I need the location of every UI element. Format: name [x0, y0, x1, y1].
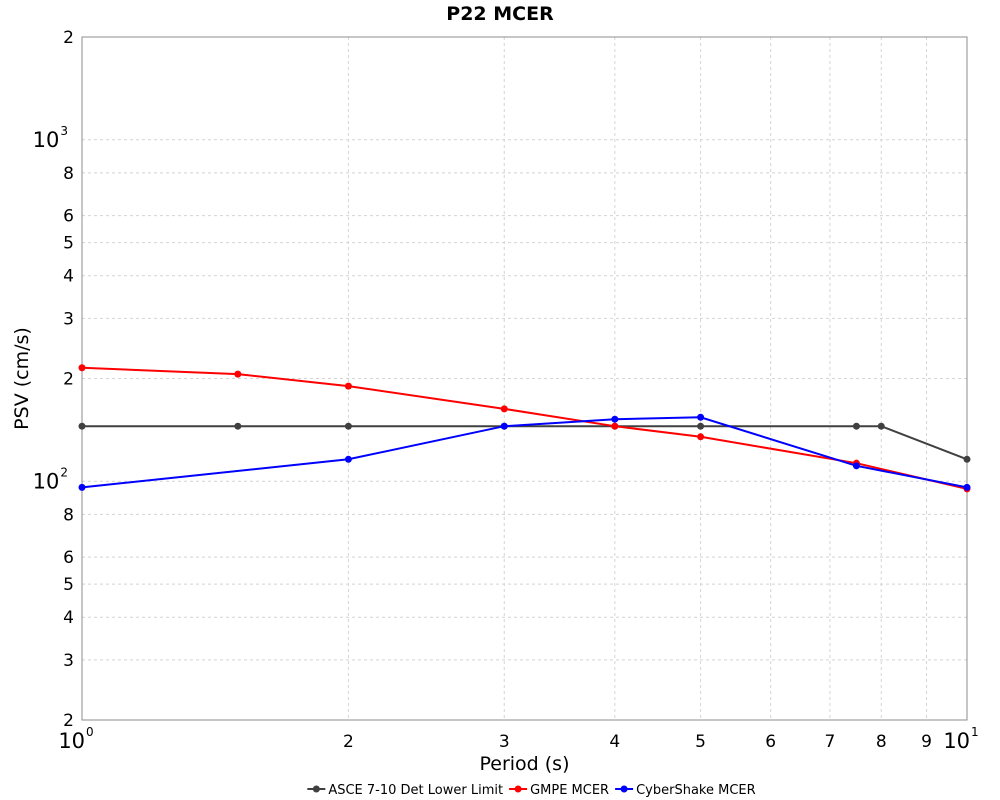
series-line — [82, 425, 968, 461]
y-tick-label: 8 — [63, 505, 74, 525]
series-line — [81, 366, 968, 490]
y-tick-label: 4 — [63, 608, 74, 628]
x-tick-label: 4 — [609, 732, 620, 752]
data-point — [611, 422, 619, 430]
x-tick-label: 5 — [695, 732, 706, 752]
legend-item-1: GMPE MCER — [509, 783, 609, 798]
legend-label: ASCE 7-10 Det Lower Limit — [328, 783, 503, 798]
series-2 — [78, 413, 971, 491]
data-point — [344, 422, 352, 430]
x-tick-label: 9 — [921, 732, 932, 752]
y-tick-label-major: 103 — [33, 124, 68, 152]
legend-swatch-marker — [312, 785, 320, 793]
legend: ASCE 7-10 Det Lower Limit GMPE MCER CyberS… — [307, 783, 756, 798]
y-tick-label: 2 — [63, 370, 74, 390]
y-tick-label: 2 — [63, 711, 74, 731]
data-point — [234, 370, 242, 378]
data-point — [78, 483, 86, 491]
y-tick-label: 5 — [63, 234, 74, 254]
y-tick-label: 2 — [63, 28, 74, 48]
x-axis-label: Period (s) — [479, 753, 569, 775]
y-tick-label: 3 — [63, 651, 74, 671]
data-point — [963, 483, 971, 491]
data-point — [500, 422, 508, 430]
data-point — [852, 422, 860, 430]
legend-swatch-marker — [514, 785, 522, 793]
x-tick-label-major: 101 — [943, 725, 978, 753]
grid — [82, 37, 967, 720]
x-tick-label: 3 — [499, 732, 510, 752]
data-point — [78, 422, 86, 430]
legend-label: GMPE MCER — [530, 783, 609, 798]
y-tick-label: 3 — [63, 309, 74, 329]
data-point — [697, 413, 705, 421]
data-point — [963, 455, 971, 463]
x-tick-label: 2 — [343, 732, 354, 752]
data-point — [611, 415, 619, 423]
x-tick-label: 6 — [765, 732, 776, 752]
y-tick-label: 6 — [63, 207, 74, 227]
tick-labels: 2 3 4 5 6 7 8 9 100 101 2 3 4 5 6 8 2 3 4 5 6 8 2 102 103 — [33, 28, 979, 753]
chart-title: P22 MCER — [446, 3, 554, 25]
series-0 — [78, 422, 971, 463]
data-point — [344, 455, 352, 463]
data-point — [697, 422, 705, 430]
y-tick-label: 5 — [63, 575, 74, 595]
x-tick-label-major: 100 — [58, 725, 93, 753]
y-tick-label: 4 — [63, 267, 74, 287]
legend-item-2: CyberShake MCER — [615, 783, 756, 798]
data-point — [852, 462, 860, 470]
x-tick-label: 7 — [824, 732, 835, 752]
data-point — [344, 382, 352, 390]
y-tick-label-major: 102 — [33, 465, 68, 493]
plot-area — [81, 36, 968, 721]
series-line — [81, 416, 968, 489]
data-point — [78, 364, 86, 372]
legend-label: CyberShake MCER — [636, 783, 756, 798]
legend-swatch-marker — [620, 785, 628, 793]
data-point — [234, 422, 242, 430]
y-tick-label: 6 — [63, 548, 74, 568]
series-layer — [78, 364, 971, 493]
y-axis-label: PSV (cm/s) — [11, 327, 33, 430]
data-point — [697, 433, 705, 441]
data-point — [500, 405, 508, 413]
x-tick-label: 8 — [876, 732, 887, 752]
y-tick-label: 8 — [63, 164, 74, 184]
data-point — [877, 422, 885, 430]
legend-item-0: ASCE 7-10 Det Lower Limit — [307, 783, 503, 798]
